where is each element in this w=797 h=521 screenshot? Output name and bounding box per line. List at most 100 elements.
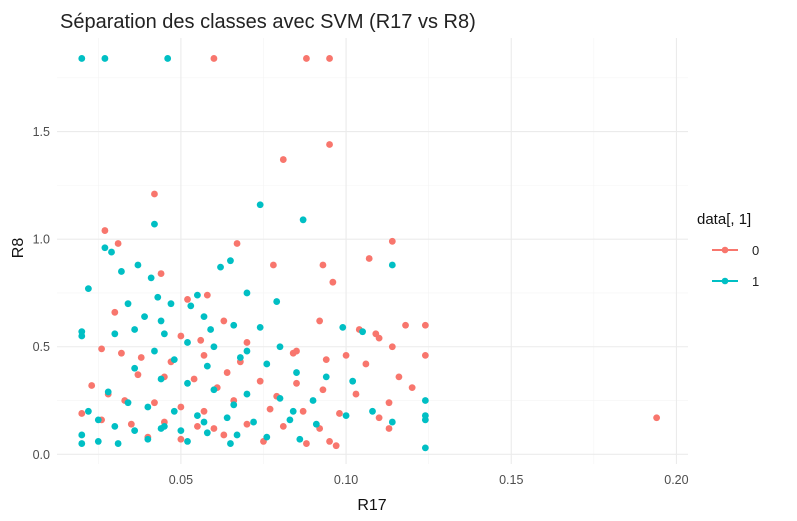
y-tick-label-3: 1.5 [33, 125, 50, 139]
x-tick-labels: 0.05 0.10 0.15 0.20 [169, 473, 689, 487]
point-class-1-21 [141, 313, 148, 321]
point-class-1-66 [421, 416, 429, 424]
point-class-0-67 [279, 422, 287, 430]
point-class-1-82 [144, 435, 152, 443]
point-class-1-49 [210, 386, 218, 394]
point-class-0-37 [362, 360, 370, 368]
point-class-0-76 [332, 442, 340, 450]
grid [57, 38, 688, 464]
point-class-0-72 [220, 431, 228, 439]
point-class-1-30 [160, 330, 168, 338]
point-class-0-40 [134, 371, 142, 379]
point-class-0-35 [322, 356, 330, 364]
point-class-1-18 [118, 268, 125, 275]
point-class-1-22 [157, 317, 165, 325]
point-class-1-12 [243, 289, 251, 297]
point-class-1-37 [388, 261, 396, 269]
point-class-0-36 [342, 351, 350, 359]
point-class-1-77 [296, 435, 304, 443]
point-class-1-57 [194, 412, 201, 419]
point-class-1-46 [131, 364, 139, 372]
point-class-0-64 [194, 422, 201, 430]
point-class-0-75 [326, 438, 333, 445]
legend-label-0: 0 [752, 243, 759, 258]
point-class-1-62 [342, 412, 350, 419]
point-class-1-14 [194, 291, 201, 299]
point-class-1-0 [78, 55, 86, 62]
point-class-1-60 [286, 416, 294, 424]
point-class-0-60 [78, 410, 86, 417]
point-class-1-45 [349, 377, 357, 385]
point-class-1-39 [170, 356, 178, 364]
point-class-1-90 [207, 326, 215, 333]
point-class-0-0 [210, 55, 218, 62]
point-class-1-75 [233, 431, 241, 439]
point-class-0-39 [408, 384, 416, 392]
point-class-1-78 [78, 431, 86, 439]
data-points [78, 55, 661, 452]
point-class-1-84 [227, 440, 234, 447]
point-class-0-29 [98, 345, 105, 353]
point-class-1-73 [177, 427, 185, 435]
point-class-0-47 [352, 390, 360, 398]
point-class-0-62 [127, 420, 135, 428]
point-class-0-77 [653, 414, 661, 422]
point-class-1-15 [154, 293, 162, 301]
point-class-1-10 [217, 263, 224, 271]
point-class-1-59 [250, 418, 257, 426]
x-axis-title: R17 [357, 497, 386, 514]
point-class-1-35 [339, 323, 347, 331]
point-class-1-64 [421, 397, 429, 404]
point-class-1-80 [94, 438, 102, 445]
legend-key-dot-0 [721, 246, 729, 254]
point-class-0-10 [157, 270, 165, 277]
point-class-1-23 [200, 313, 208, 321]
point-class-0-58 [336, 410, 343, 417]
point-class-1-67 [388, 418, 396, 426]
point-class-0-56 [266, 405, 274, 413]
point-class-1-31 [184, 339, 191, 346]
point-class-1-86 [160, 422, 168, 430]
legend: data[, 1] 0 1 [697, 211, 759, 289]
point-class-1-54 [124, 399, 132, 407]
point-class-1-58 [223, 414, 231, 422]
point-class-1-6 [101, 244, 109, 252]
point-class-1-74 [203, 429, 211, 437]
point-class-0-52 [151, 399, 158, 407]
point-class-0-17 [220, 317, 228, 325]
y-tick-label-1: 0.5 [33, 340, 50, 354]
point-class-0-59 [375, 414, 383, 422]
point-class-1-87 [200, 418, 208, 426]
point-class-1-79 [78, 440, 86, 447]
point-class-1-51 [276, 394, 284, 402]
y-tick-label-0: 0.0 [33, 448, 50, 462]
point-class-1-34 [276, 343, 284, 351]
point-class-1-42 [263, 360, 271, 368]
point-class-0-7 [365, 255, 373, 262]
point-class-0-5 [326, 141, 333, 148]
point-class-1-40 [203, 362, 211, 370]
point-class-0-43 [223, 369, 231, 376]
point-class-0-25 [388, 343, 396, 351]
x-tick-label-1: 0.10 [334, 473, 358, 487]
y-tick-label-2: 1.0 [33, 233, 50, 247]
point-class-0-26 [375, 334, 383, 342]
point-class-1-9 [147, 274, 155, 282]
point-class-1-43 [293, 369, 300, 376]
point-class-1-5 [151, 220, 158, 228]
point-class-1-2 [164, 55, 172, 62]
point-class-0-20 [402, 321, 409, 329]
point-class-1-17 [187, 302, 195, 310]
point-class-1-63 [369, 407, 376, 415]
point-class-1-68 [84, 407, 92, 415]
point-class-1-7 [108, 248, 115, 256]
point-class-1-3 [256, 201, 264, 209]
y-axis-title: R8 [10, 238, 27, 259]
point-class-1-61 [312, 420, 320, 428]
point-class-1-55 [144, 403, 152, 411]
point-class-1-76 [263, 433, 271, 441]
point-class-1-16 [167, 300, 175, 308]
point-class-0-42 [190, 375, 198, 383]
point-class-0-18 [316, 317, 324, 325]
